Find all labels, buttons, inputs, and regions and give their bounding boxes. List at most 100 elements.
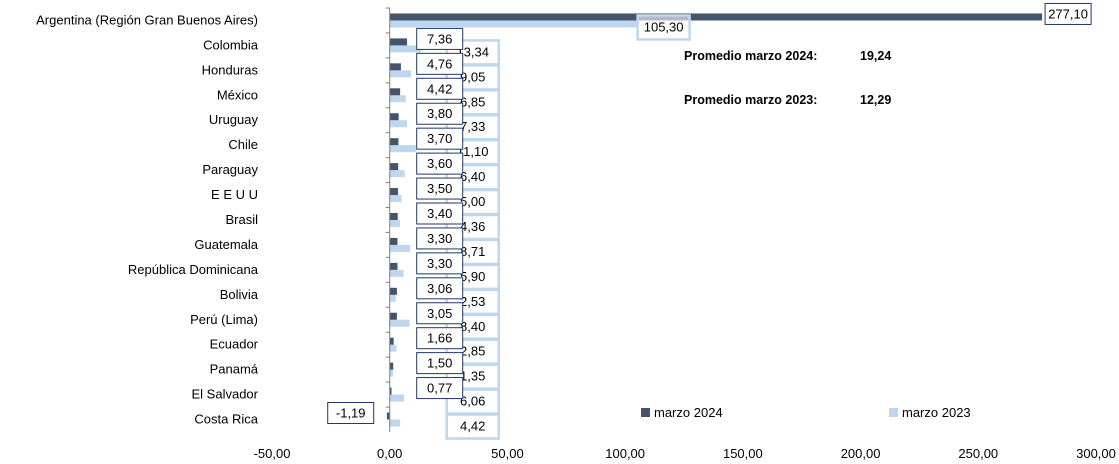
bar-marzo-2024 [389,362,394,370]
bar-marzo-2024 [389,387,392,395]
legend-label-marzo-2023: marzo 2023 [902,405,971,420]
data-label-marzo-2024: 4,76 [427,56,452,71]
data-label-marzo-2023: 8,40 [460,319,485,334]
data-label-marzo-2024: 1,66 [427,331,452,346]
category-label-costa-rica: Costa Rica [194,412,258,427]
data-label-marzo-2023: 7,33 [460,119,485,134]
data-label-box-marzo-2024 [416,327,464,350]
data-label-marzo-2024: 3,30 [427,231,452,246]
series-marzo-2024-data-labels: 277,10 7,36 4,76 4,42 3,80 3,70 3,60 3,50 3,40 3,… [327,2,1092,425]
data-label-marzo-2023: 2,85 [460,344,485,359]
data-label-marzo-2023: 6,40 [460,169,485,184]
data-label-marzo-2023: 1,35 [460,369,485,384]
x-tick-label: 150,00 [723,446,763,461]
x-tick-label: 50,00 [491,446,524,461]
data-label-marzo-2023: 105,30 [644,19,684,34]
bar-marzo-2024 [389,312,397,320]
data-label-marzo-2024: 277,10 [1048,6,1088,21]
data-label-marzo-2023: 4,36 [460,219,485,234]
data-label-marzo-2024: 7,36 [427,31,452,46]
data-label-box-marzo-2024 [416,177,464,200]
average-2023-value: 12,29 [860,93,891,107]
data-label-marzo-2024: 0,77 [427,381,452,396]
value-axis: -50,00 0,00 50,00 100,00 150,00 200,00 250,00 3… [254,446,1116,461]
bar-marzo-2023 [389,45,422,53]
average-annotations: Promedio marzo 2024: 19,24 Promedio marz… [684,49,891,107]
data-label-box-marzo-2024 [416,77,464,100]
bar-marzo-2023 [389,344,397,352]
data-label-marzo-2023: 6,85 [460,94,485,109]
x-tick-label: -50,00 [254,446,291,461]
x-tick-label: 300,00 [1076,446,1116,461]
data-label-box-marzo-2024 [416,202,464,225]
category-label-honduras: Honduras [202,62,259,77]
data-label-marzo-2024: 3,40 [427,206,452,221]
category-label-brasil: Brasil [225,212,258,227]
average-2023-label: Promedio marzo 2023: [684,93,817,107]
bar-marzo-2024 [386,412,390,420]
bar-marzo-2023 [389,219,400,227]
legend-swatch-marzo-2024 [641,408,650,417]
legend: marzo 2024 marzo 2023 [641,405,971,420]
data-label-box-marzo-2024 [416,277,464,300]
category-label-panama: Panamá [210,362,259,377]
bar-marzo-2023 [389,419,401,427]
average-2024-label: Promedio marzo 2024: [684,49,817,63]
bar-marzo-2023 [389,170,405,178]
data-label-marzo-2024: 3,60 [427,156,452,171]
category-label-peru-lima: Perú (Lima) [190,312,258,327]
bar-marzo-2024 [389,188,398,196]
data-label-marzo-2024: 3,30 [427,256,452,271]
legend-swatch-marzo-2023 [889,408,898,417]
category-label-chile: Chile [228,137,258,152]
x-tick-label: 200,00 [841,446,881,461]
bar-marzo-2023 [389,95,406,103]
bar-marzo-2023 [389,294,396,302]
x-tick-label: 0,00 [377,446,402,461]
category-label-uruguay: Uruguay [209,112,259,127]
series-marzo-2023-bars [389,20,638,427]
category-label-el-salvador: El Salvador [192,387,259,402]
category-label-paraguay: Paraguay [202,162,258,177]
data-label-box-marzo-2024 [416,27,464,50]
bar-marzo-2023 [389,195,402,203]
data-label-marzo-2023: 2,53 [460,294,485,309]
data-label-box-marzo-2024 [416,302,464,325]
data-label-box-marzo-2023 [636,14,691,41]
bar-marzo-2023 [389,244,411,252]
bar-marzo-2024 [389,237,398,245]
data-label-box-marzo-2024 [416,377,464,400]
bar-marzo-2024 [389,138,399,146]
data-label-marzo-2024: 3,06 [427,281,452,296]
bar-marzo-2024 [389,212,398,220]
bar-marzo-2024 [389,262,398,270]
series-marzo-2024-bars [386,13,1043,420]
category-label-republica-dominicana: República Dominicana [128,262,259,277]
data-label-marzo-2023: 5,00 [460,194,485,209]
data-label-box-marzo-2024 [416,127,464,150]
data-label-marzo-2023: 13,34 [456,44,489,59]
x-tick-label: 250,00 [958,446,998,461]
bar-marzo-2023 [389,145,416,153]
data-label-box-marzo-2024 [1044,2,1092,25]
bar-marzo-2023 [389,319,410,327]
bar-marzo-2024 [389,287,397,295]
data-label-box-marzo-2024 [416,252,464,275]
bar-marzo-2024 [389,113,399,121]
category-label-mexico: México [217,87,258,102]
bar-marzo-2024 [389,13,1043,21]
category-label-argentina-region-gran-buenos-aires: Argentina (Región Gran Buenos Aires) [36,12,258,27]
data-label-marzo-2023: 6,06 [460,394,485,409]
bar-marzo-2023 [389,394,404,402]
data-label-box-marzo-2023 [445,413,500,440]
bar-marzo-2023 [389,20,638,28]
bar-marzo-2024 [389,38,408,46]
category-label-ecuador: Ecuador [210,337,259,352]
data-label-box-marzo-2024 [416,352,464,375]
data-label-box-marzo-2024 [416,227,464,250]
x-tick-label: 100,00 [605,446,645,461]
bar-marzo-2024 [389,163,399,171]
category-label-bolivia: Bolivia [220,287,259,302]
bar-marzo-2024 [389,337,394,345]
bar-marzo-2024 [389,88,401,96]
